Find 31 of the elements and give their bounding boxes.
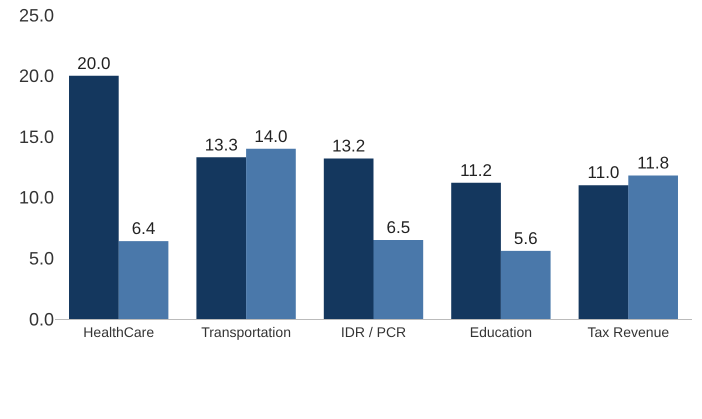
- data-label: 20.0: [77, 54, 110, 73]
- data-label: 13.3: [204, 135, 238, 154]
- data-label: 11.0: [588, 163, 620, 182]
- data-label: 11.8: [637, 154, 670, 173]
- data-label: 5.6: [514, 228, 538, 248]
- data-label: 14.0: [254, 126, 288, 146]
- y-tick-label: 10.0: [18, 188, 54, 208]
- bar: [578, 185, 628, 319]
- data-label: 6.5: [386, 218, 410, 237]
- bar: [196, 157, 246, 319]
- bar: [451, 182, 501, 319]
- data-label: 11.2: [460, 160, 492, 180]
- bar: [246, 148, 296, 319]
- bar: [500, 250, 551, 319]
- y-tick-label: 15.0: [18, 126, 54, 147]
- y-tick-label: 25.0: [18, 5, 54, 26]
- y-tick-label: 5.0: [28, 248, 54, 268]
- bar: [324, 158, 374, 319]
- bar: [628, 176, 678, 319]
- bar: [69, 76, 119, 319]
- bar: [374, 240, 424, 319]
- x-tick-label: Education: [470, 324, 532, 340]
- y-tick-label: 20.0: [18, 66, 54, 86]
- data-label: 6.4: [132, 219, 156, 238]
- x-tick-label: Tax Revenue: [587, 324, 670, 340]
- x-tick-label: HealthCare: [83, 324, 154, 340]
- x-tick-label: IDR / PCR: [340, 324, 406, 340]
- x-tick-label: Transportation: [201, 324, 291, 340]
- data-label: 13.2: [332, 136, 366, 156]
- y-tick-label: 0.0: [28, 309, 54, 330]
- bar: [118, 241, 168, 319]
